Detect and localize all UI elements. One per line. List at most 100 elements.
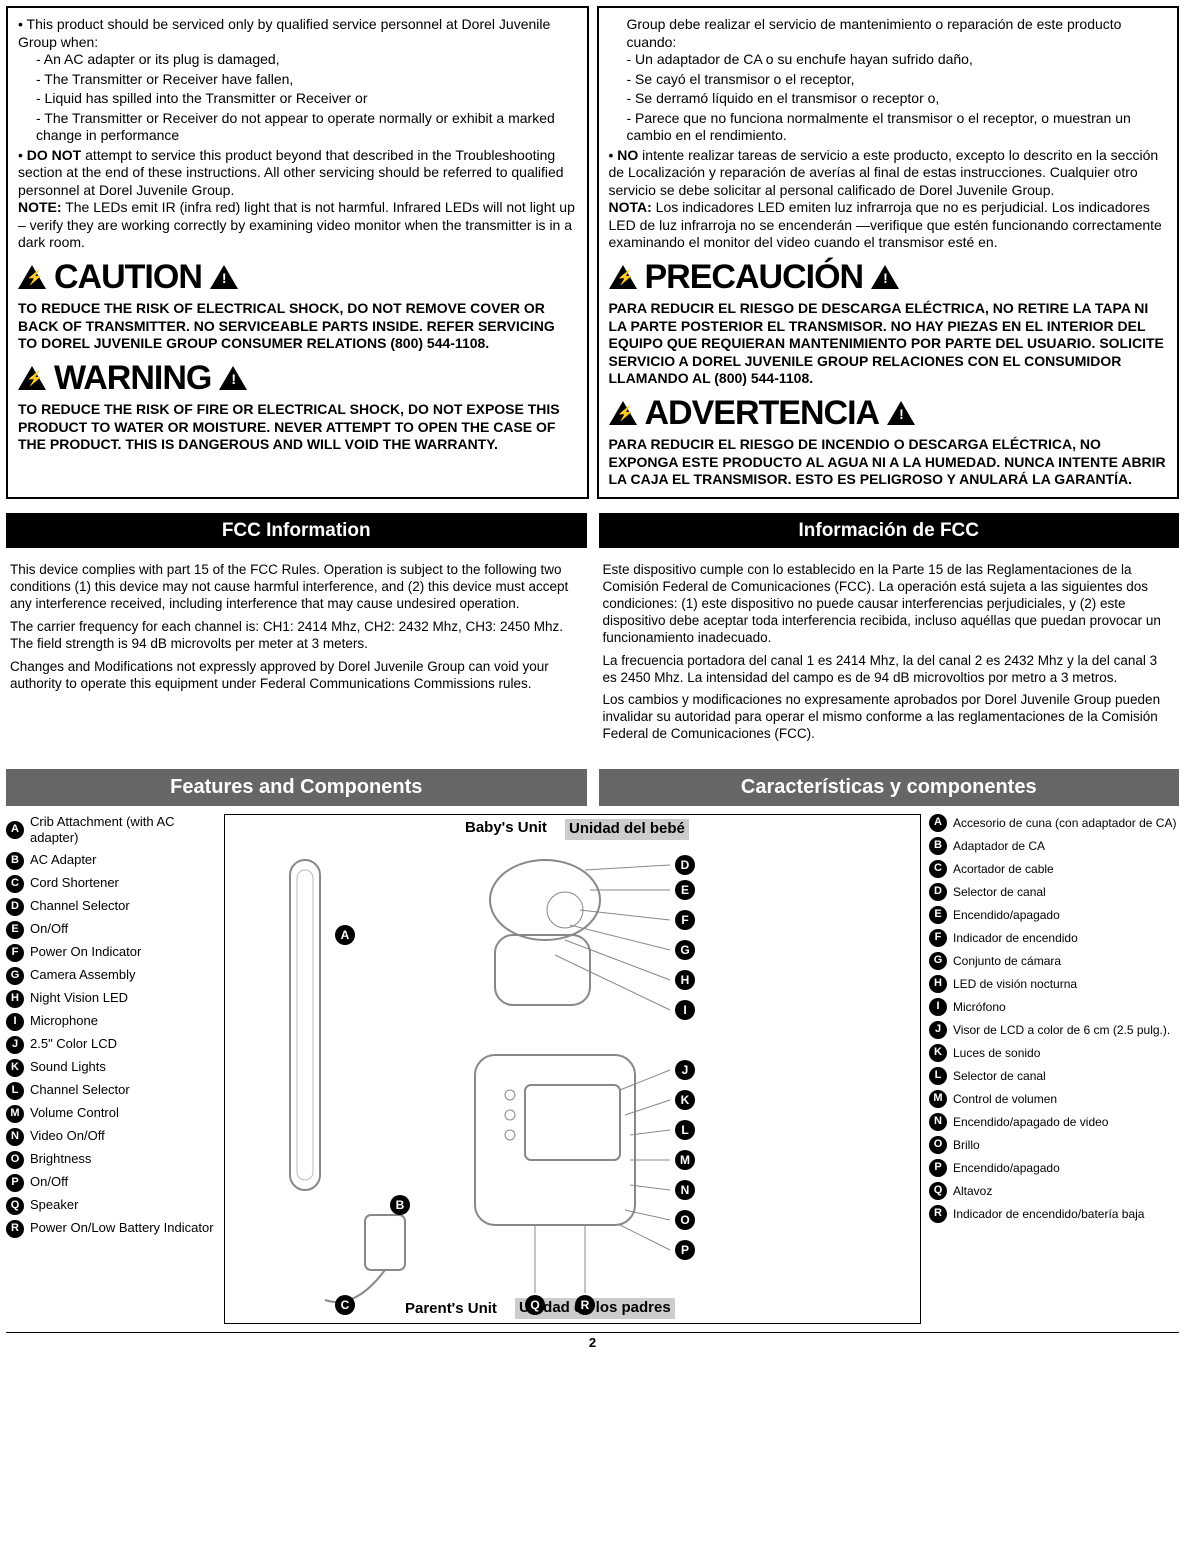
exclamation-icon [219, 366, 247, 390]
fcc-en-2: The carrier frequency for each channel i… [10, 619, 583, 653]
feature-item: Q Speaker [6, 1197, 216, 1215]
feature-item: NEncendido/apagado de video [929, 1113, 1179, 1131]
fcc-es: Este dispositivo cumple con lo estableci… [599, 556, 1180, 755]
feature-item: N Video On/Off [6, 1128, 216, 1146]
precaucion-text: PARA REDUCIR EL RIESGO DE DESCARGA ELÉCT… [609, 300, 1168, 388]
features-header-row: Features and Components Características … [6, 763, 1179, 806]
bullet-item: - Se derramó líquido en el transmisor o … [627, 90, 1168, 108]
feature-label: AC Adapter [30, 852, 97, 868]
donot-text: attempt to service this product beyond t… [18, 147, 564, 198]
feature-label: Acortador de cable [953, 862, 1054, 877]
feature-item: K Sound Lights [6, 1059, 216, 1077]
diagram-marker: R [575, 1295, 595, 1315]
letter-badge: H [6, 990, 24, 1008]
letter-badge: H [929, 975, 947, 993]
donot-label: DO NOT [27, 147, 81, 163]
nota-label: NOTA: [609, 199, 652, 215]
fcc-es-3: Los cambios y modificaciones no expresam… [603, 692, 1176, 743]
bolt-icon [609, 265, 637, 289]
letter-badge: M [6, 1105, 24, 1123]
feature-label: Camera Assembly [30, 967, 135, 983]
feature-item: HNight Vision LED [6, 990, 216, 1008]
bullet-item: - The Transmitter or Receiver have falle… [36, 71, 577, 89]
features-list-es: AAccesorio de cuna (con adaptador de CA)… [929, 814, 1179, 1324]
feature-label: Selector de canal [953, 885, 1046, 900]
feature-item: EEncendido/apagado [929, 906, 1179, 924]
bullet-item: - Se cayó el transmisor o el receptor, [627, 71, 1168, 89]
letter-badge: I [929, 998, 947, 1016]
exclamation-icon [887, 401, 915, 425]
letter-badge: F [929, 929, 947, 947]
feature-label: 2.5" Color LCD [30, 1036, 117, 1052]
feature-label: LED de visión nocturna [953, 977, 1077, 992]
feature-label: Brillo [953, 1138, 980, 1153]
letter-badge: J [929, 1021, 947, 1039]
fcc-en: This device complies with part 15 of the… [6, 556, 587, 755]
diagram-marker: J [675, 1060, 695, 1080]
features-title-es: Características y componentes [599, 769, 1180, 806]
letter-badge: F [6, 944, 24, 962]
feature-label: Altavoz [953, 1184, 992, 1199]
feature-label: On/Off [30, 1174, 68, 1190]
feature-item: CAcortador de cable [929, 860, 1179, 878]
letter-badge: L [6, 1082, 24, 1100]
letter-badge: J [6, 1036, 24, 1054]
safety-spanish: Group debe realizar el servicio de mante… [597, 6, 1180, 499]
diagram-marker: N [675, 1180, 695, 1200]
diagram-marker: L [675, 1120, 695, 1140]
diagram-marker: O [675, 1210, 695, 1230]
feature-item: GCamera Assembly [6, 967, 216, 985]
feature-item: D Selector de canal [929, 883, 1179, 901]
fcc-body: This device complies with part 15 of the… [6, 556, 1179, 755]
diagram-marker: M [675, 1150, 695, 1170]
fcc-title-en: FCC Information [6, 513, 587, 549]
feature-label: Encendido/apagado de video [953, 1115, 1108, 1130]
feature-label: Encendido/apagado [953, 908, 1060, 923]
feature-item: CCord Shortener [6, 875, 216, 893]
feature-item: RIndicador de encendido/batería baja [929, 1205, 1179, 1223]
feature-item: LSelector de canal [929, 1067, 1179, 1085]
feature-label: Selector de canal [953, 1069, 1046, 1084]
feature-label: Speaker [30, 1197, 78, 1213]
feature-item: L Channel Selector [6, 1082, 216, 1100]
feature-label: Encendido/apagado [953, 1161, 1060, 1176]
feature-item: F Indicador de encendido [929, 929, 1179, 947]
feature-label: Video On/Off [30, 1128, 105, 1144]
feature-label: Indicador de encendido [953, 931, 1078, 946]
letter-badge: D [6, 898, 24, 916]
letter-badge: G [929, 952, 947, 970]
letter-badge: R [929, 1205, 947, 1223]
note-label: NOTE: [18, 199, 62, 215]
feature-label: Volume Control [30, 1105, 119, 1121]
letter-badge: I [6, 1013, 24, 1031]
caution-heading: CAUTION [18, 256, 577, 299]
page-number: 2 [6, 1332, 1179, 1351]
letter-badge: C [6, 875, 24, 893]
letter-badge: D [929, 883, 947, 901]
diagram-marker: C [335, 1295, 355, 1315]
feature-label: Brightness [30, 1151, 91, 1167]
warning-heading: WARNING [18, 357, 577, 400]
letter-badge: O [6, 1151, 24, 1169]
feature-label: Channel Selector [30, 1082, 130, 1098]
precaucion-heading: PRECAUCIÓN [609, 256, 1168, 299]
intro: • This product should be serviced only b… [18, 16, 577, 51]
exclamation-icon [871, 265, 899, 289]
diagram-marker: K [675, 1090, 695, 1110]
feature-item: AAccesorio de cuna (con adaptador de CA) [929, 814, 1179, 832]
letter-badge: Q [6, 1197, 24, 1215]
letter-badge: A [929, 814, 947, 832]
feature-item: JVisor de LCD a color de 6 cm (2.5 pulg.… [929, 1021, 1179, 1039]
letter-badge: K [6, 1059, 24, 1077]
fcc-title-es: Información de FCC [599, 513, 1180, 549]
feature-label: Sound Lights [30, 1059, 106, 1075]
letter-badge: N [6, 1128, 24, 1146]
advertencia-text: PARA REDUCIR EL RIESGO DE INCENDIO O DES… [609, 436, 1168, 489]
feature-item: I Microphone [6, 1013, 216, 1031]
component-diagram: Baby's Unit Unidad del bebé Parent's Uni… [224, 814, 921, 1324]
fcc-header-row: FCC Information Información de FCC [6, 507, 1179, 549]
feature-label: Microphone [30, 1013, 98, 1029]
bolt-icon [18, 265, 46, 289]
fcc-en-1: This device complies with part 15 of the… [10, 562, 583, 613]
feature-item: J 2.5" Color LCD [6, 1036, 216, 1054]
